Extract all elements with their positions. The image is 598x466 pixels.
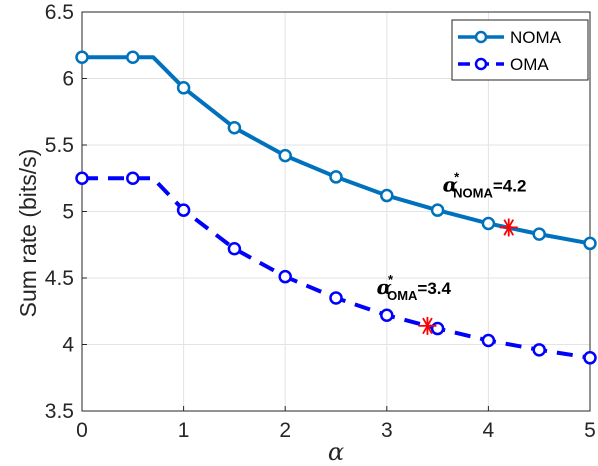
y-tick-label: 4.5 [45, 267, 74, 290]
x-tick-label: 3 [381, 419, 393, 442]
data-point-oma [481, 333, 496, 348]
data-point-noma [583, 236, 597, 251]
data-point-noma [329, 170, 343, 184]
annotation-label: α* OMA=3.4 [377, 272, 452, 303]
y-tick-label: 6.5 [45, 1, 74, 24]
data-point-noma [278, 148, 292, 163]
series [75, 50, 597, 365]
series-line-noma [82, 55, 591, 246]
data-point-noma [75, 50, 89, 64]
annotation-symbol: α [377, 275, 392, 299]
annotation-sup: * [454, 170, 460, 185]
annotation-value: =4.2 [493, 177, 527, 196]
y-tick-label: 5 [62, 201, 74, 224]
annotation-subscript: OMA [387, 288, 418, 303]
data-point-oma [583, 351, 597, 365]
data-point-noma [176, 81, 191, 95]
annotations: α* NOMA=4.2α* OMA=3.4 [377, 170, 527, 303]
data-point-oma [329, 291, 343, 305]
y-tick-label: 3.5 [45, 400, 74, 423]
data-point-oma [380, 308, 394, 322]
y-axis-label: Sum rate (bits/s) [15, 149, 41, 318]
data-point-noma [380, 188, 394, 203]
data-point-oma [430, 321, 445, 336]
data-point-oma [532, 343, 546, 357]
series-line-oma [82, 176, 591, 360]
data-point-noma [532, 227, 546, 241]
x-tick-label: 5 [584, 419, 596, 442]
x-axis-label: α [328, 438, 344, 466]
x-tick-label: 2 [279, 419, 291, 442]
data-point-noma [227, 120, 242, 135]
optimal-points [418, 218, 518, 335]
y-tick-label: 6 [62, 68, 74, 91]
data-point-noma [430, 203, 445, 217]
legend-box [451, 19, 589, 81]
y-tick-label: 5.5 [45, 134, 74, 157]
annotation-sup: * [388, 272, 394, 287]
y-tick-label: 4 [62, 334, 74, 357]
x-tick-label: 4 [483, 419, 495, 442]
annotation-symbol: α [443, 173, 458, 197]
data-point-oma [278, 269, 292, 284]
annotation-subscript: NOMA [453, 186, 493, 201]
legend-label-oma: OMA [510, 55, 549, 74]
series-noma [75, 50, 597, 251]
annotation-label: α* NOMA=4.2 [443, 170, 527, 201]
legend-marker-oma [474, 57, 488, 71]
data-point-oma [176, 203, 191, 217]
axis-ticks: 0 1 2 3 4 5 3.5 4 4.5 5 5.5 6 6.5 [45, 1, 596, 442]
legend-marker-noma [474, 30, 488, 44]
x-tick-label: 1 [178, 419, 190, 442]
optimal-point-star [499, 218, 518, 237]
optimal-point-star [418, 316, 437, 335]
legend-label-noma: NOMA [510, 28, 562, 47]
data-point-oma [126, 171, 140, 185]
series-oma [75, 171, 597, 365]
annotation-value: =3.4 [417, 279, 451, 298]
data-point-noma [481, 216, 496, 231]
legend: NOMA OMA [451, 19, 589, 81]
x-tick-label: 0 [76, 419, 88, 442]
data-point-noma [126, 50, 140, 64]
data-point-oma [75, 171, 89, 185]
data-point-oma [227, 241, 242, 256]
